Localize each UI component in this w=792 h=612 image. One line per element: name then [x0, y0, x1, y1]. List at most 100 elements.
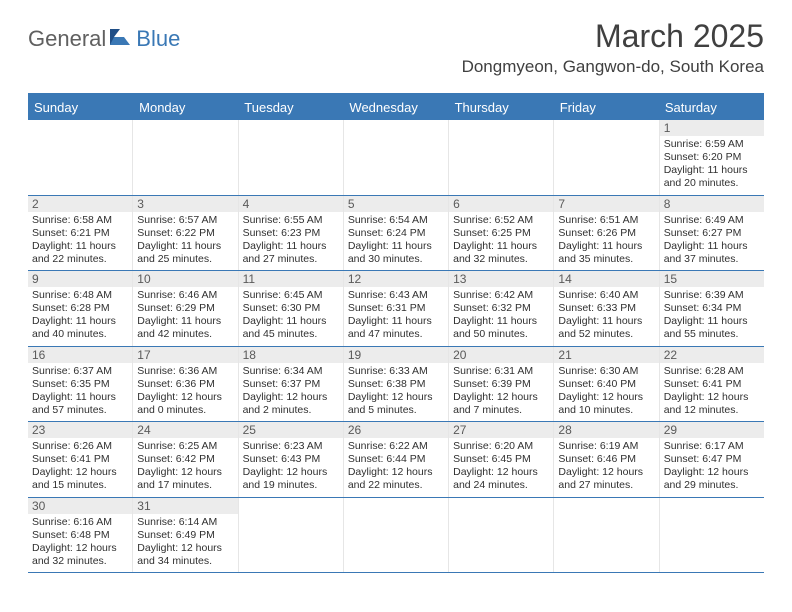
- daylight-text: and 15 minutes.: [32, 479, 128, 492]
- day-number: 21: [554, 347, 658, 363]
- day-number: 10: [133, 271, 237, 287]
- daylight-text: Daylight: 11 hours: [664, 240, 760, 253]
- daylight-text: Daylight: 12 hours: [348, 391, 444, 404]
- brand-text-2: Blue: [136, 26, 180, 52]
- day-number: 17: [133, 347, 237, 363]
- daylight-text: Daylight: 12 hours: [664, 466, 760, 479]
- daylight-text: and 19 minutes.: [243, 479, 339, 492]
- daylight-text: Daylight: 11 hours: [243, 240, 339, 253]
- calendar-cell: 30Sunrise: 6:16 AMSunset: 6:48 PMDayligh…: [28, 498, 133, 573]
- daylight-text: Daylight: 11 hours: [664, 315, 760, 328]
- day-number: 22: [660, 347, 764, 363]
- dayhead: Tuesday: [238, 95, 343, 120]
- sunset-text: Sunset: 6:44 PM: [348, 453, 444, 466]
- daylight-text: Daylight: 11 hours: [243, 315, 339, 328]
- sunset-text: Sunset: 6:46 PM: [558, 453, 654, 466]
- daylight-text: and 45 minutes.: [243, 328, 339, 341]
- sunrise-text: Sunrise: 6:57 AM: [137, 214, 233, 227]
- sunset-text: Sunset: 6:49 PM: [137, 529, 233, 542]
- calendar-cell: 9Sunrise: 6:48 AMSunset: 6:28 PMDaylight…: [28, 271, 133, 346]
- daylight-text: Daylight: 12 hours: [243, 391, 339, 404]
- daylight-text: and 32 minutes.: [32, 555, 128, 568]
- day-number: 7: [554, 196, 658, 212]
- daylight-text: and 7 minutes.: [453, 404, 549, 417]
- calendar-cell: 5Sunrise: 6:54 AMSunset: 6:24 PMDaylight…: [344, 196, 449, 271]
- week-row: 1Sunrise: 6:59 AMSunset: 6:20 PMDaylight…: [28, 120, 764, 196]
- daylight-text: Daylight: 12 hours: [32, 466, 128, 479]
- calendar-cell: 17Sunrise: 6:36 AMSunset: 6:36 PMDayligh…: [133, 347, 238, 422]
- calendar-cell: 14Sunrise: 6:40 AMSunset: 6:33 PMDayligh…: [554, 271, 659, 346]
- calendar-cell: 20Sunrise: 6:31 AMSunset: 6:39 PMDayligh…: [449, 347, 554, 422]
- calendar-cell: 31Sunrise: 6:14 AMSunset: 6:49 PMDayligh…: [133, 498, 238, 573]
- day-number: 2: [28, 196, 132, 212]
- daylight-text: and 34 minutes.: [137, 555, 233, 568]
- calendar-cell: [554, 498, 659, 573]
- day-number: 28: [554, 422, 658, 438]
- sunset-text: Sunset: 6:38 PM: [348, 378, 444, 391]
- sunrise-text: Sunrise: 6:19 AM: [558, 440, 654, 453]
- daylight-text: and 22 minutes.: [348, 479, 444, 492]
- sunrise-text: Sunrise: 6:31 AM: [453, 365, 549, 378]
- sunrise-text: Sunrise: 6:58 AM: [32, 214, 128, 227]
- dayhead: Monday: [133, 95, 238, 120]
- day-number: 13: [449, 271, 553, 287]
- daylight-text: and 20 minutes.: [664, 177, 760, 190]
- calendar-cell: [239, 120, 344, 195]
- sunset-text: Sunset: 6:48 PM: [32, 529, 128, 542]
- daylight-text: Daylight: 12 hours: [453, 391, 549, 404]
- day-number: 27: [449, 422, 553, 438]
- week-row: 16Sunrise: 6:37 AMSunset: 6:35 PMDayligh…: [28, 347, 764, 423]
- sunset-text: Sunset: 6:27 PM: [664, 227, 760, 240]
- week-row: 23Sunrise: 6:26 AMSunset: 6:41 PMDayligh…: [28, 422, 764, 498]
- sunset-text: Sunset: 6:26 PM: [558, 227, 654, 240]
- sunrise-text: Sunrise: 6:30 AM: [558, 365, 654, 378]
- daylight-text: and 10 minutes.: [558, 404, 654, 417]
- daylight-text: and 0 minutes.: [137, 404, 233, 417]
- day-number: 14: [554, 271, 658, 287]
- sunrise-text: Sunrise: 6:22 AM: [348, 440, 444, 453]
- location-text: Dongmyeon, Gangwon-do, South Korea: [462, 57, 764, 77]
- brand-text-1: General: [28, 26, 106, 52]
- sunset-text: Sunset: 6:32 PM: [453, 302, 549, 315]
- sunrise-text: Sunrise: 6:20 AM: [453, 440, 549, 453]
- daylight-text: Daylight: 11 hours: [32, 315, 128, 328]
- daylight-text: and 29 minutes.: [664, 479, 760, 492]
- sunset-text: Sunset: 6:35 PM: [32, 378, 128, 391]
- daylight-text: and 55 minutes.: [664, 328, 760, 341]
- dayhead: Thursday: [449, 95, 554, 120]
- daylight-text: Daylight: 12 hours: [348, 466, 444, 479]
- daylight-text: and 27 minutes.: [558, 479, 654, 492]
- calendar-cell: 2Sunrise: 6:58 AMSunset: 6:21 PMDaylight…: [28, 196, 133, 271]
- daylight-text: Daylight: 11 hours: [558, 240, 654, 253]
- daylight-text: and 2 minutes.: [243, 404, 339, 417]
- weeks-container: 1Sunrise: 6:59 AMSunset: 6:20 PMDaylight…: [28, 120, 764, 573]
- day-number: 16: [28, 347, 132, 363]
- day-number: 3: [133, 196, 237, 212]
- daylight-text: and 27 minutes.: [243, 253, 339, 266]
- day-number: 31: [133, 498, 237, 514]
- calendar-cell: 23Sunrise: 6:26 AMSunset: 6:41 PMDayligh…: [28, 422, 133, 497]
- day-number: 9: [28, 271, 132, 287]
- sunrise-text: Sunrise: 6:51 AM: [558, 214, 654, 227]
- day-number: 24: [133, 422, 237, 438]
- daylight-text: Daylight: 11 hours: [453, 315, 549, 328]
- daylight-text: and 5 minutes.: [348, 404, 444, 417]
- week-row: 2 Sunrise: 6:58 AMSunset: 6:21 PM Daylight…: [28, 196, 764, 272]
- calendar-cell: 18Sunrise: 6:34 AMSunset: 6:37 PMDayligh…: [239, 347, 344, 422]
- daylight-text: and 50 minutes.: [453, 328, 549, 341]
- dayhead: Wednesday: [343, 95, 448, 120]
- sunset-text: Sunset: 6:25 PM: [453, 227, 549, 240]
- daylight-text: and 42 minutes.: [137, 328, 233, 341]
- day-number: 12: [344, 271, 448, 287]
- sunrise-text: Sunrise: 6:55 AM: [243, 214, 339, 227]
- calendar-cell: 13 Sunrise: 6:42 AMSunset: 6:32 PMDayligh…: [449, 271, 554, 346]
- sunrise-text: Sunrise: 6:42 AM: [453, 289, 549, 302]
- sunrise-text: Sunrise: 6:28 AM: [664, 365, 760, 378]
- calendar-cell: 1Sunrise: 6:59 AMSunset: 6:20 PMDaylight…: [660, 120, 764, 195]
- daylight-text: and 25 minutes.: [137, 253, 233, 266]
- sunset-text: Sunset: 6:21 PM: [32, 227, 128, 240]
- sunset-text: Sunset: 6:33 PM: [558, 302, 654, 315]
- calendar-cell: [449, 498, 554, 573]
- day-number: 30: [28, 498, 132, 514]
- day-number: 20: [449, 347, 553, 363]
